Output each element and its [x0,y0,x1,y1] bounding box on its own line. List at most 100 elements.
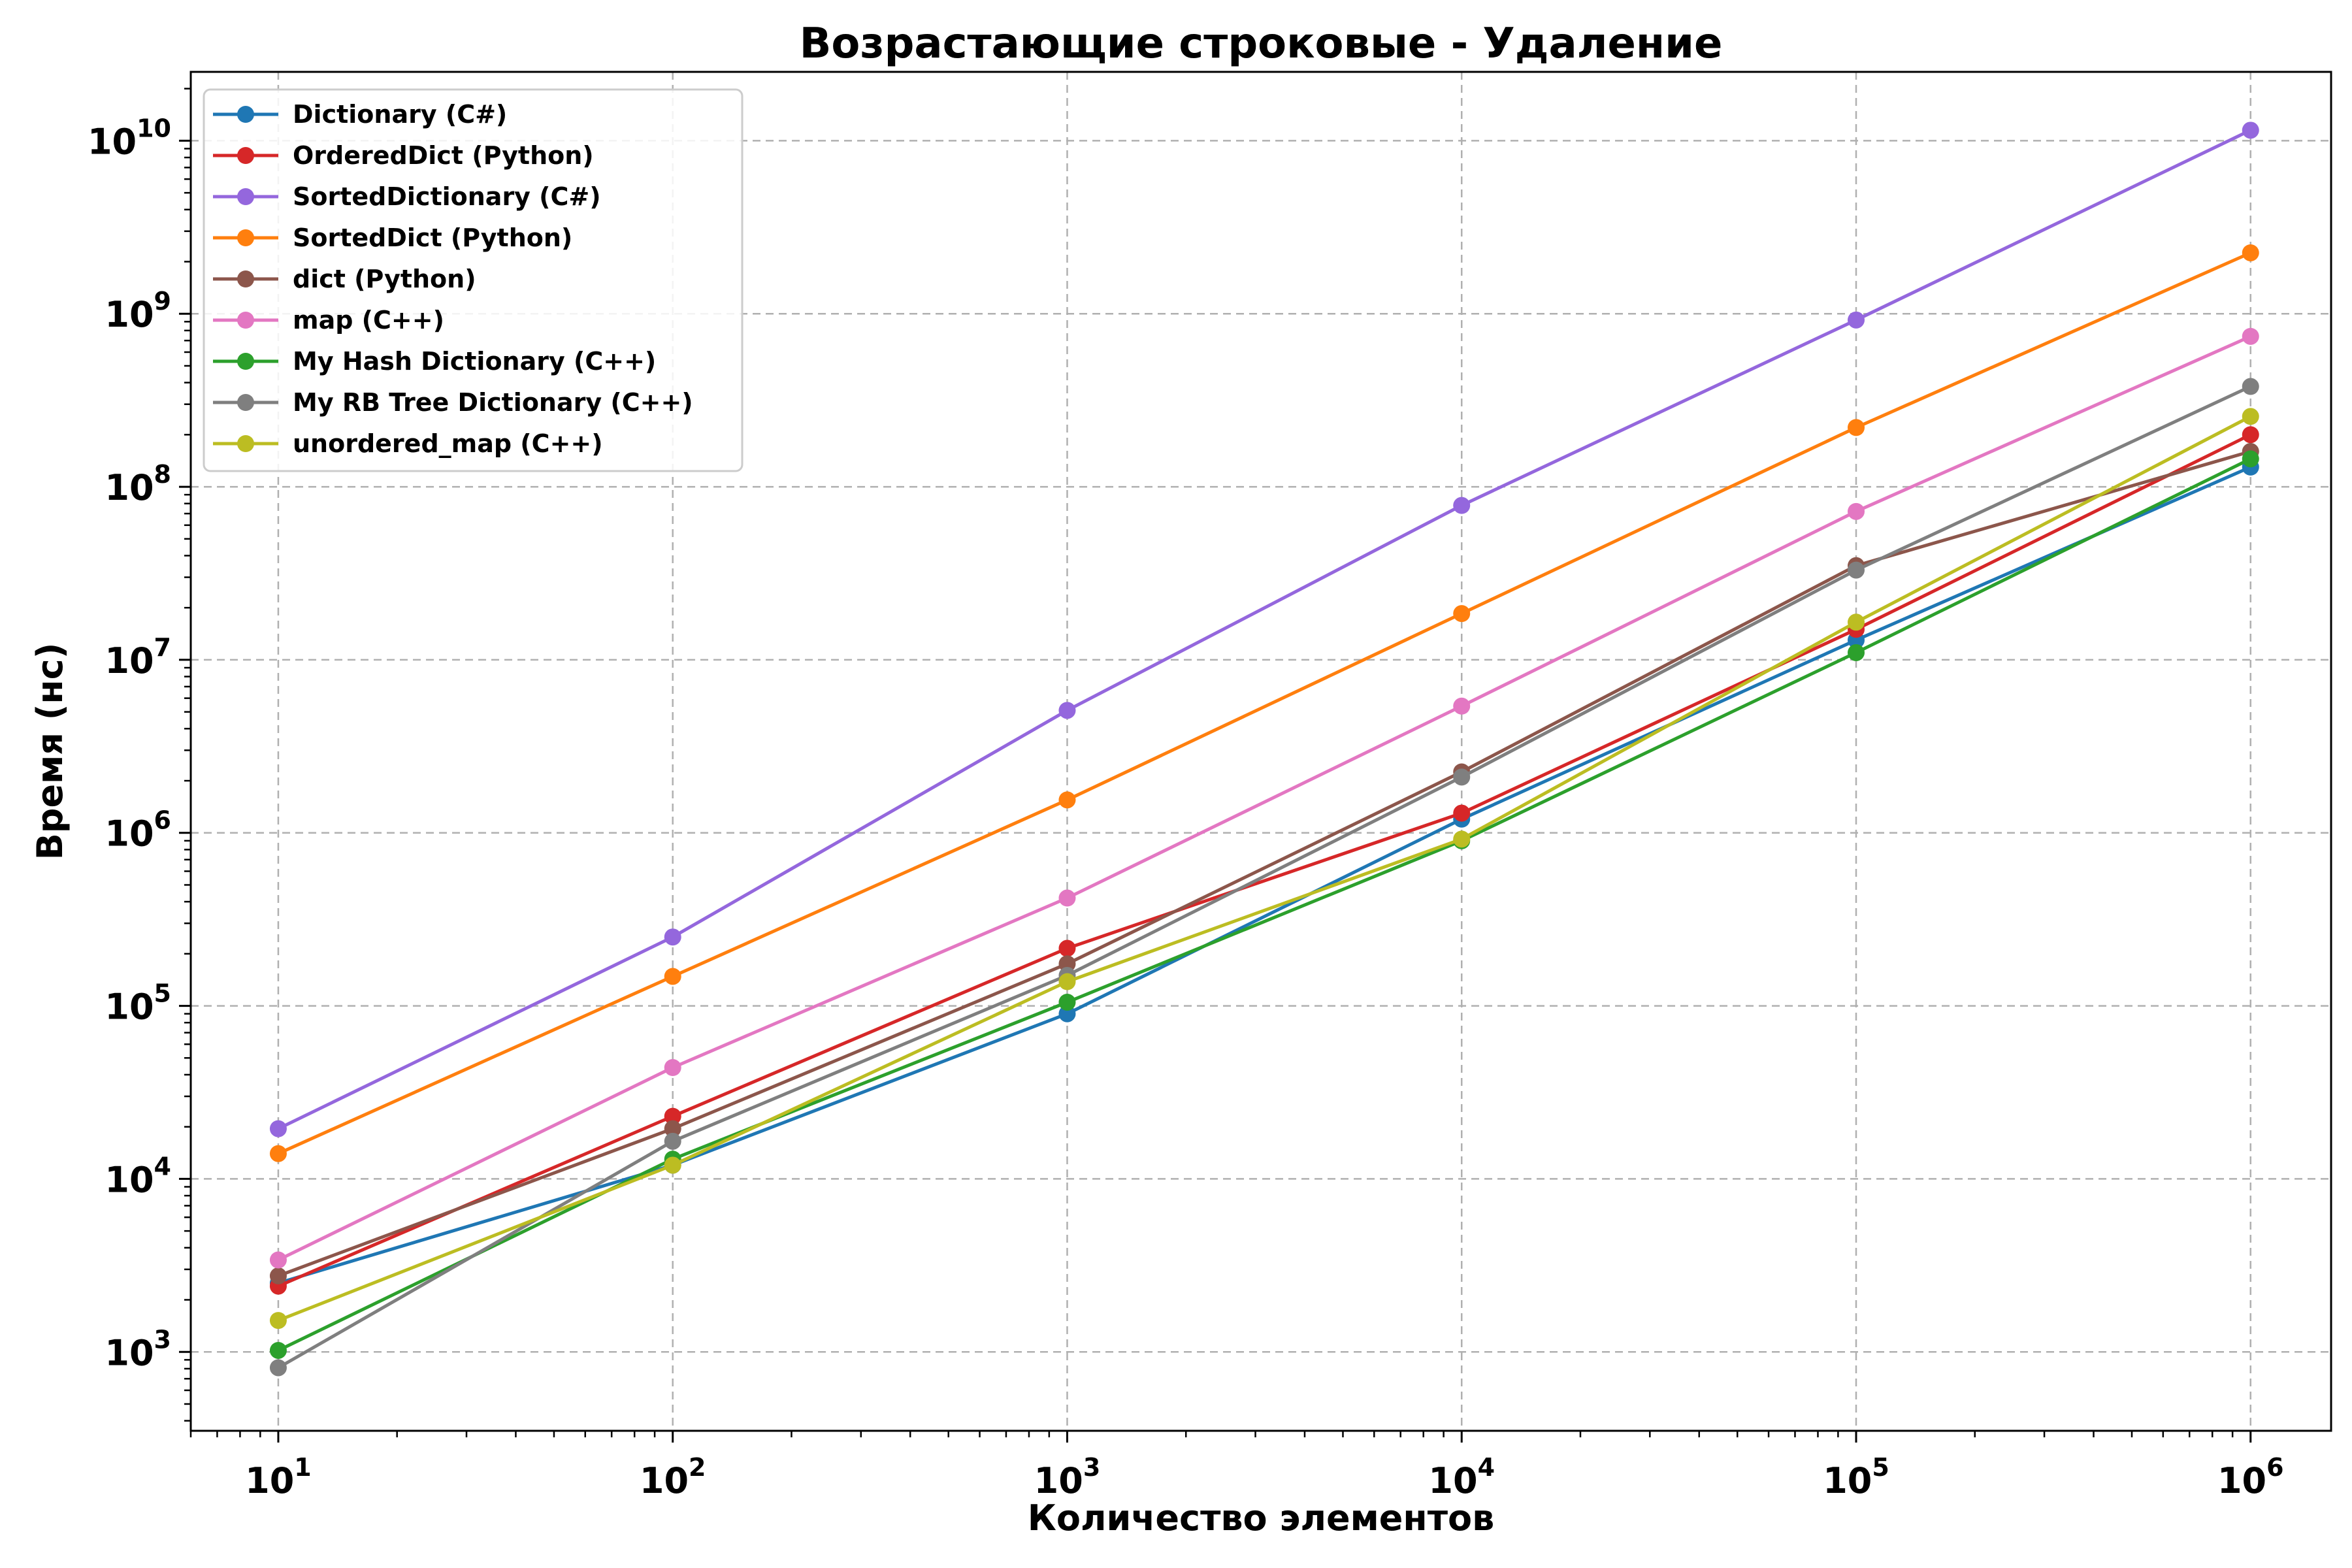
legend-label: map (C++) [293,306,444,335]
y-tick-exp: 9 [154,287,171,316]
legend-marker [237,353,254,370]
series-line [277,433,2251,1288]
data-point [2242,426,2259,444]
data-point [1847,419,1865,436]
data-point [2242,408,2259,425]
y-tick-base: 10 [105,467,154,508]
series-layer [269,122,2259,1377]
series-8 [269,408,2259,1330]
x-tick-exp: 1 [294,1453,311,1482]
legend-item: Dictionary (C#) [213,100,507,129]
legend-item: map (C++) [213,306,444,335]
data-point [664,1132,681,1150]
legend-marker [237,394,254,411]
series-2 [269,122,2259,1137]
data-point [2242,122,2259,139]
y-tick-base: 10 [105,813,154,855]
y-tick-base: 10 [105,640,154,681]
y-axis-label: Время (нс) [29,643,71,860]
data-point [664,968,681,985]
y-tick-exp: 6 [154,806,171,835]
y-tick-label: 105 [105,979,171,1028]
data-point [269,1145,287,1162]
series-line [277,335,2251,1262]
legend-label: My Hash Dictionary (C++) [293,347,656,376]
legend-item: dict (Python) [213,265,476,293]
legend-label: unordered_map (C++) [293,429,603,458]
x-axis-label: Количество элементов [1028,1497,1495,1539]
series-line [277,251,2251,1155]
x-tick-exp: 6 [2266,1453,2283,1482]
series-1 [269,426,2259,1295]
chart-title: Возрастающие строковые - Удаление [800,20,1723,68]
data-point [269,1341,287,1359]
series-line [277,129,2251,1130]
data-point [269,1267,287,1284]
x-tick-base: 10 [2217,1460,2266,1501]
legend-label: Dictionary (C#) [293,100,507,129]
y-tick-base: 10 [105,1332,154,1373]
x-tick-base: 10 [1428,1460,1477,1501]
legend-marker [237,229,254,246]
y-tick-exp: 5 [154,979,171,1008]
data-point [1453,697,1471,715]
data-point [2242,378,2259,395]
x-tick-label: 101 [245,1453,312,1501]
data-point [1453,830,1471,848]
series-5 [269,327,2259,1269]
data-point [2242,327,2259,345]
legend-label: dict (Python) [293,265,476,293]
series-3 [269,244,2259,1162]
x-tick-exp: 5 [1872,1453,1889,1482]
data-point [1058,791,1076,809]
data-point [269,1359,287,1377]
series-line [277,415,2251,1322]
data-point [1058,993,1076,1011]
y-tick-base: 10 [105,987,154,1028]
legend-item: SortedDictionary (C#) [213,182,601,211]
data-point [1847,613,1865,631]
y-tick-base: 10 [105,294,154,335]
legend-item: My Hash Dictionary (C++) [213,347,656,376]
x-tick-exp: 4 [1478,1453,1495,1482]
x-tick-base: 10 [1823,1460,1872,1501]
y-tick-label: 1010 [88,114,171,162]
y-tick-label: 104 [105,1152,171,1200]
y-tick-base: 10 [88,121,137,162]
data-point [1058,973,1076,990]
x-tick-label: 106 [2217,1453,2284,1501]
data-point [1847,502,1865,520]
legend-item: My RB Tree Dictionary (C++) [213,388,693,417]
y-tick-exp: 8 [154,460,171,489]
x-tick-exp: 3 [1083,1453,1100,1482]
legend-marker [237,312,254,329]
data-point [1847,644,1865,661]
data-point [1847,561,1865,579]
y-tick-label: 107 [105,633,171,681]
y-tick-exp: 4 [154,1152,171,1181]
y-tick-label: 106 [105,806,171,855]
legend: Dictionary (C#) OrderedDict (Python) Sorte… [203,88,743,472]
series-line [277,385,2251,1369]
legend-marker [237,147,254,164]
series-line [278,465,2251,1285]
x-tick-label: 105 [1823,1453,1889,1501]
x-tick-label: 102 [640,1453,706,1501]
legend-marker [237,188,254,205]
data-point [269,1312,287,1330]
legend-marker [237,435,254,452]
legend-label: SortedDictionary (C#) [293,182,601,211]
data-point [664,1156,681,1174]
data-point [269,1120,287,1137]
x-tick-base: 10 [245,1460,294,1501]
legend-label: My RB Tree Dictionary (C++) [293,388,693,417]
legend-marker [237,270,254,287]
data-point [269,1251,287,1269]
data-point [1847,311,1865,329]
legend-item: SortedDict (Python) [213,223,572,252]
y-tick-exp: 7 [154,633,171,662]
x-tick-base: 10 [1034,1460,1083,1501]
data-point [664,1107,681,1125]
y-tick-exp: 10 [137,114,171,142]
